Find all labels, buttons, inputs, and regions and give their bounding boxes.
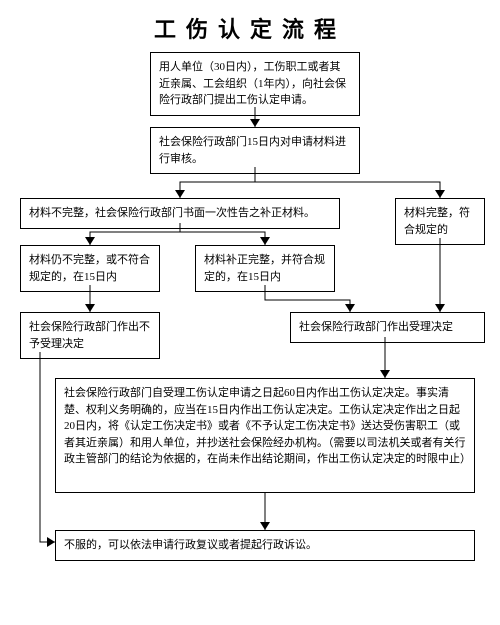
flowchart-node-n4: 材料完整，符合规定的	[395, 198, 485, 245]
flowchart-node-n10: 不服的，可以依法申请行政复议或者提起行政诉讼。	[55, 530, 475, 561]
flowchart-node-n5: 材料仍不完整，或不符合规定的，在15日内	[20, 245, 160, 292]
page-title: 工伤认定流程	[0, 0, 500, 52]
flowchart-node-n2: 社会保险行政部门15日内对申请材料进行审核。	[150, 127, 360, 174]
flowchart-node-n8: 社会保险行政部门作出受理决定	[290, 312, 485, 343]
flowchart-node-n9: 社会保险行政部门自受理工伤认定申请之日起60日内作出工伤认定决定。事实清楚、权利…	[55, 378, 475, 493]
flowchart-node-n6: 材料补正完整，并符合规定的，在15日内	[195, 245, 335, 292]
flowchart-node-n7: 社会保险行政部门作出不予受理决定	[20, 312, 160, 359]
flowchart-node-n1: 用人单位（30日内），工伤职工或者其近亲属、工会组织（1年内），向社会保险行政部…	[150, 52, 360, 116]
flowchart-node-n3: 材料不完整，社会保险行政部门书面一次性告之补正材料。	[20, 198, 340, 229]
